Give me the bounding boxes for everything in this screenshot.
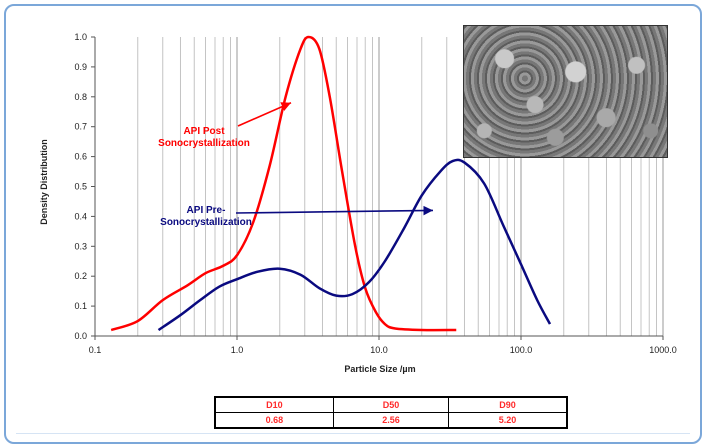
y-tick-label: 0.8 (74, 92, 87, 102)
particle-size-table: D10 D50 D90 0.68 2.56 5.20 (214, 396, 568, 429)
x-tick-label: 1.0 (231, 345, 244, 355)
y-tick-label: 0.6 (74, 152, 87, 162)
table-header-d10: D10 (214, 396, 334, 413)
y-axis-title: Density Distribution (39, 139, 49, 225)
annotation-post-arrow (237, 102, 292, 127)
table-header-row: D10 D50 D90 (214, 396, 568, 413)
annotation-post-label: API Post (183, 126, 225, 137)
table-header-d50: D50 (332, 396, 450, 413)
table-value-row: 0.68 2.56 5.20 (214, 412, 568, 429)
y-tick-label: 0.2 (74, 271, 87, 281)
series-post-sonocrystallization-line (110, 35, 457, 332)
series-layer (110, 35, 552, 332)
annotation-pre-label: Sonocrystallization (160, 217, 252, 228)
annotation-pre-arrow (235, 205, 434, 216)
table-value-d10: 0.68 (214, 412, 334, 429)
y-tick-label: 0.7 (74, 122, 87, 132)
frame-divider (16, 423, 690, 434)
x-tick-label: 0.1 (89, 345, 102, 355)
sem-micrograph-image (463, 25, 668, 158)
y-tick-label: 0.4 (74, 211, 87, 221)
x-tick-label: 10.0 (370, 345, 388, 355)
table-value-d50: 2.56 (332, 412, 450, 429)
y-tick-label: 1.0 (74, 32, 87, 42)
table-header-d90: D90 (448, 396, 568, 413)
y-tick-label: 0.5 (74, 182, 87, 192)
table-value-d90: 5.20 (448, 412, 568, 429)
y-tick-label: 0.1 (74, 301, 87, 311)
x-axis-title: Particle Size /µm (344, 364, 415, 374)
series-pre-sonocrystallization-line (157, 158, 552, 332)
x-tick-label: 100.0 (510, 345, 533, 355)
x-tick-label: 1000.0 (649, 345, 677, 355)
chart-axes: 0.00.10.20.30.40.50.60.70.80.91.00.1 1.0 1… (74, 32, 676, 355)
y-tick-label: 0.0 (74, 331, 87, 341)
annotation-pre-label: API Pre- (187, 205, 226, 216)
y-tick-label: 0.3 (74, 241, 87, 251)
y-tick-label: 0.9 (74, 62, 87, 72)
annotation-post-label: Sonocrystallization (158, 138, 250, 149)
